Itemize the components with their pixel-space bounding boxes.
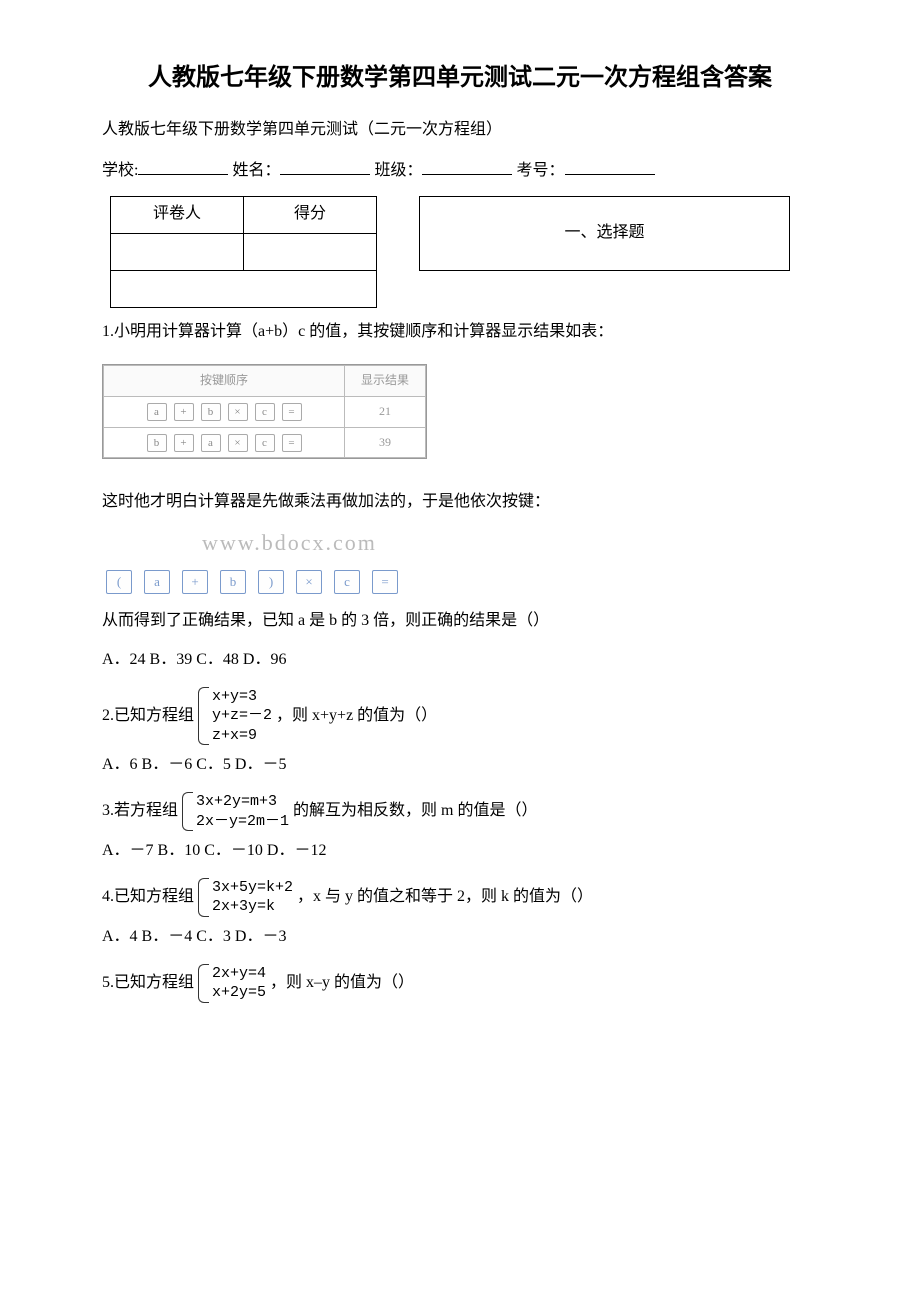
q4-suffix: ，x 与 y 的值之和等于 2，则 k 的值为（） — [297, 888, 593, 905]
q1-stem: 1.小明用计算器计算（a+b）c 的值，其按键顺序和计算器显示结果如表： — [70, 318, 850, 347]
reviewer-cell — [111, 233, 244, 270]
name-blank — [280, 158, 370, 175]
subtitle: 人教版七年级下册数学第四单元测试（二元一次方程组） — [70, 116, 850, 145]
key-lparen: ( — [106, 570, 132, 594]
q2-suffix: ，则 x+y+z 的值为（） — [276, 707, 437, 724]
calc-header-res: 显示结果 — [345, 366, 426, 397]
calc-header-seq: 按键顺序 — [104, 366, 345, 397]
examno-label: 考号： — [516, 162, 564, 179]
q2-system: x+y=3 y+z=－2 z+x=9 — [198, 687, 272, 746]
key-b: b — [147, 434, 167, 452]
q1-calc-table: 按键顺序 显示结果 a + b × c = 21 b + a × c = 3 — [102, 364, 427, 459]
key-mul: × — [228, 403, 248, 421]
key-a: a — [147, 403, 167, 421]
key-b: b — [201, 403, 221, 421]
q1-tail: 从而得到了正确结果，已知 a 是 b 的 3 倍，则正确的结果是（） — [70, 607, 850, 636]
key-plus: + — [182, 570, 208, 594]
q4-eq2: 2x+3y=k — [212, 897, 293, 917]
key-a: a — [201, 434, 221, 452]
key-b: b — [220, 570, 246, 594]
q5-system: 2x+y=4 x+2y=5 — [198, 964, 266, 1003]
q5-eq1: 2x+y=4 — [212, 964, 266, 984]
key-eq: = — [282, 403, 302, 421]
score-row2 — [111, 270, 377, 307]
score-cell — [244, 233, 377, 270]
q2-eq2: y+z=－2 — [212, 706, 272, 726]
key-plus: + — [174, 403, 194, 421]
key-mul: × — [296, 570, 322, 594]
school-blank — [138, 158, 228, 175]
q3-eq2: 2x－y=2m－1 — [196, 812, 289, 832]
q5-prefix: 5.已知方程组 — [102, 974, 194, 991]
q4-system: 3x+5y=k+2 2x+3y=k — [198, 878, 293, 917]
section-label: 一、选择题 — [420, 196, 790, 270]
key-a: a — [144, 570, 170, 594]
examno-blank — [565, 158, 655, 175]
calc-row2-keys: b + a × c = — [104, 427, 345, 458]
q5-eq2: x+2y=5 — [212, 983, 266, 1003]
q4-prefix: 4.已知方程组 — [102, 888, 194, 905]
q3-eq1: 3x+2y=m+3 — [196, 792, 289, 812]
q2-prefix: 2.已知方程组 — [102, 707, 194, 724]
key-c: c — [334, 570, 360, 594]
q2-eq1: x+y=3 — [212, 687, 272, 707]
q3-prefix: 3.若方程组 — [102, 802, 178, 819]
q3-system: 3x+2y=m+3 2x－y=2m－1 — [182, 792, 289, 831]
score-table: 评卷人 得分 一、选择题 — [110, 196, 790, 308]
q4: 4.已知方程组 3x+5y=k+2 2x+3y=k ，x 与 y 的值之和等于 … — [102, 878, 850, 917]
key-eq: = — [282, 434, 302, 452]
q3: 3.若方程组 3x+2y=m+3 2x－y=2m－1 的解互为相反数，则 m 的… — [102, 792, 850, 831]
watermark: www.bdocx.com — [202, 523, 850, 563]
q5: 5.已知方程组 2x+y=4 x+2y=5 ，则 x–y 的值为（） — [102, 964, 850, 1003]
class-blank — [422, 158, 512, 175]
key-plus: + — [174, 434, 194, 452]
key-c: c — [255, 434, 275, 452]
calc-row1-keys: a + b × c = — [104, 396, 345, 427]
name-label: 姓名： — [232, 162, 280, 179]
q1-options: A．24 B．39 C．48 D．96 — [102, 646, 850, 675]
q2-options: A．6 B．－6 C．5 D．－5 — [102, 751, 850, 780]
q4-options: A．4 B．－4 C．3 D．－3 — [102, 923, 850, 952]
school-label: 学校: — [102, 162, 138, 179]
score-header: 得分 — [244, 196, 377, 233]
key-mul: × — [228, 434, 248, 452]
q3-suffix: 的解互为相反数，则 m 的值是（） — [293, 802, 537, 819]
q4-eq1: 3x+5y=k+2 — [212, 878, 293, 898]
reviewer-header: 评卷人 — [111, 196, 244, 233]
key-rparen: ) — [258, 570, 284, 594]
key-c: c — [255, 403, 275, 421]
q3-options: A．－7 B．10 C．－10 D．－12 — [102, 837, 850, 866]
page-title: 人教版七年级下册数学第四单元测试二元一次方程组含答案 — [70, 60, 850, 96]
calc-row1-res: 21 — [345, 396, 426, 427]
q1-keyrow: ( a + b ) × c = — [102, 568, 850, 597]
class-label: 班级： — [374, 162, 422, 179]
q2: 2.已知方程组 x+y=3 y+z=－2 z+x=9 ，则 x+y+z 的值为（… — [102, 687, 850, 746]
q5-suffix: ，则 x–y 的值为（） — [270, 974, 414, 991]
q2-eq3: z+x=9 — [212, 726, 272, 746]
calc-row2-res: 39 — [345, 427, 426, 458]
q1-mid-text: 这时他才明白计算器是先做乘法再做加法的，于是他依次按键： — [70, 488, 850, 517]
form-line: 学校: 姓名： 班级： 考号： — [70, 157, 850, 186]
key-eq: = — [372, 570, 398, 594]
